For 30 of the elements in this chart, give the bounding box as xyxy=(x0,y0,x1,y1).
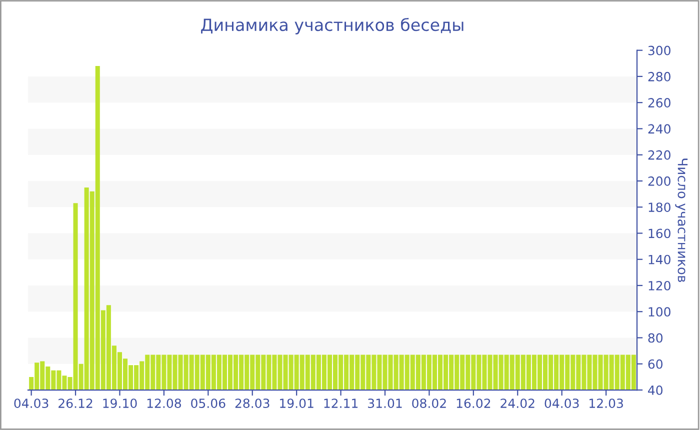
x-tick-label: 19.01 xyxy=(280,398,314,408)
y-tick-label: 160 xyxy=(648,228,670,238)
y-tick-label: 140 xyxy=(648,254,670,264)
y-tick-label: 200 xyxy=(648,176,670,186)
y-tick-label: 60 xyxy=(648,359,662,369)
x-tick-label: 05.06 xyxy=(191,398,226,408)
x-tick-label: 31.01 xyxy=(368,398,402,408)
y-tick-label: 240 xyxy=(648,124,670,134)
x-tick-label: 24.02 xyxy=(500,398,534,408)
chart-title: Динамика участников беседы xyxy=(201,18,464,34)
y-tick-label: 300 xyxy=(648,46,670,56)
y-tick-label: 180 xyxy=(648,202,670,212)
x-tick-label: 19.10 xyxy=(103,398,137,408)
y-tick-label: 220 xyxy=(648,150,670,160)
y-tick-label: 260 xyxy=(648,98,670,108)
y-tick-label: 80 xyxy=(648,333,662,343)
x-tick-label: 12.08 xyxy=(147,398,181,408)
x-tick-label: 26.12 xyxy=(58,398,92,408)
x-tick-label: 28.03 xyxy=(235,398,270,408)
x-tick-label: 04.03 xyxy=(14,398,48,408)
y-axis-title: Число участников xyxy=(675,158,688,282)
x-tick-label: 08.02 xyxy=(412,398,446,408)
y-tick-label: 280 xyxy=(648,72,670,82)
x-tick-label: 16.02 xyxy=(456,398,490,408)
y-tick-label: 40 xyxy=(648,385,662,395)
x-tick-label: 12.03 xyxy=(590,398,623,408)
x-tick-label: 04.03 xyxy=(544,398,579,408)
x-tick-label: 12.11 xyxy=(324,398,358,408)
y-tick-label: 100 xyxy=(648,307,670,317)
y-tick-label: 120 xyxy=(648,280,670,290)
